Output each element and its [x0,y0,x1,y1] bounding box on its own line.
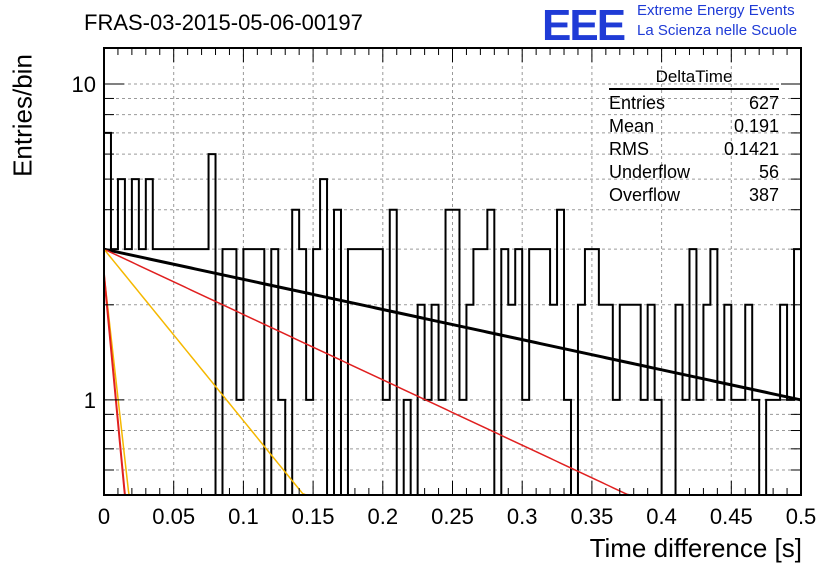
stats-value: 387 [748,185,779,205]
stats-row: Entries 627 [609,93,779,116]
stats-row: RMS 0.1421 [609,139,779,162]
x-tick-label: 0.15 [292,504,335,529]
stats-label: Mean [609,116,655,136]
x-tick-label: 0.3 [507,504,538,529]
stats-label: Underflow [609,162,691,182]
stats-row: Underflow 56 [609,162,779,185]
stats-label: Overflow [609,185,681,205]
histogram-bins [104,131,801,496]
eee-logo: EEE [542,1,626,50]
stats-value: 56 [758,162,779,182]
stats-row: Overflow 387 [609,185,779,208]
logo-subtitle-2: La Scienza nelle Scuole [637,22,798,39]
stats-value: 627 [748,93,779,113]
stats-title: DeltaTime [609,67,779,90]
fit-curve [103,248,314,496]
y-tick-label: 1 [84,388,96,413]
x-tick-label: 0.35 [570,504,613,529]
x-tick-label: 0.5 [786,504,817,529]
x-tick-label: 0 [98,504,110,529]
x-tick-label: 0.05 [152,504,195,529]
x-tick-label: 0.45 [710,504,753,529]
chart-title: FRAS-03-2015-05-06-00197 [84,10,363,35]
x-tick-label: 0.25 [431,504,474,529]
stats-box: DeltaTime Entries 627 Mean 0.191 RMS 0.1421… [609,67,779,208]
stats-label: Entries [609,93,666,113]
fit-curve [103,274,126,496]
y-tick-label: 10 [72,72,96,97]
x-tick-label: 0.4 [646,504,677,529]
fit-curve [103,248,659,496]
logo-subtitle-1: Extreme Energy Events [637,2,795,19]
stats-label: RMS [609,139,649,159]
fit-curve [103,247,802,402]
stats-row: Mean 0.191 [609,116,779,139]
x-tick-label: 0.2 [368,504,399,529]
stats-value: 0.191 [733,116,779,136]
x-tick-label: 0.1 [228,504,259,529]
stats-value: 0.1421 [723,139,779,159]
y-axis-label: Entries/bin [7,54,38,177]
x-axis-label: Time difference [s] [589,533,802,563]
